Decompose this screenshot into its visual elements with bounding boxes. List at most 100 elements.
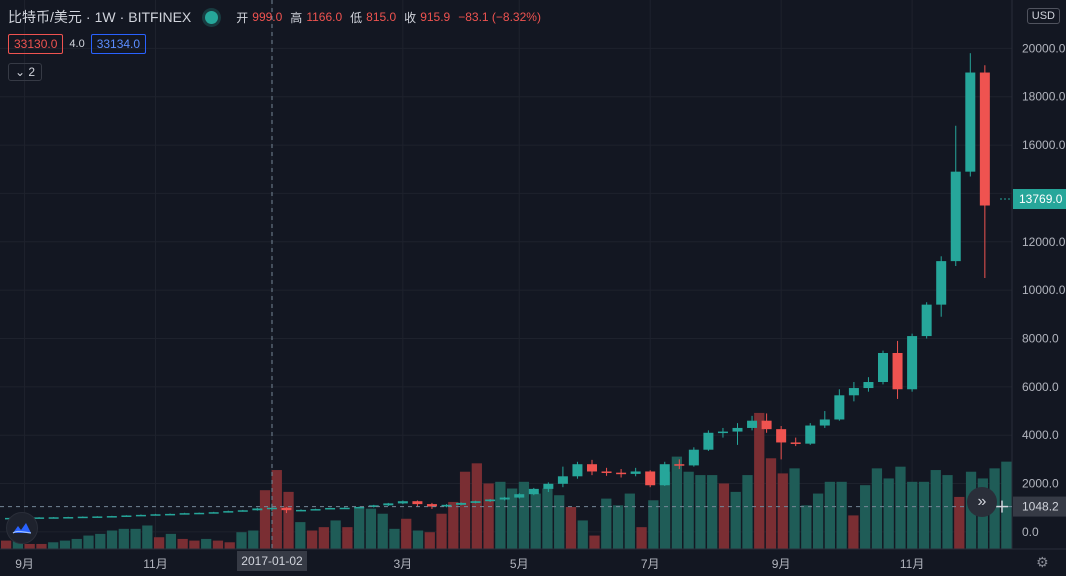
candle-body (485, 499, 496, 502)
volume-bar (659, 471, 671, 549)
candle-body (717, 431, 728, 434)
candle-body (34, 517, 45, 519)
volume-bar (130, 528, 141, 549)
crosshair-date-box (237, 551, 307, 571)
price-tick-label: 4000.0 (1022, 428, 1059, 442)
volume-bar (95, 533, 106, 549)
indicators-toggle[interactable]: ⌄ 2 (8, 63, 43, 81)
volume-bar (942, 475, 953, 549)
candle-body (368, 505, 379, 508)
volume-bar (507, 488, 518, 549)
volume-bar (83, 535, 94, 549)
price-tick-label: 8000.0 (1022, 331, 1059, 345)
volume-bar (318, 527, 329, 549)
volume-bar (271, 470, 282, 549)
volume-bar (565, 507, 577, 549)
volume-bar (354, 508, 365, 549)
candle-body (776, 429, 787, 443)
last-price-label: 13769.0 (1019, 192, 1063, 206)
volume-bar (283, 491, 294, 549)
high-value: 1166.0 (306, 10, 343, 24)
volume-bar (789, 468, 800, 549)
candle-body (819, 419, 830, 426)
volume-bar (530, 493, 541, 549)
volume-bar (718, 483, 730, 549)
volume-bar (765, 458, 777, 549)
volume-bar (1001, 461, 1012, 549)
scroll-to-realtime-button[interactable]: » (967, 487, 997, 517)
buy-button[interactable]: 33134.0 (90, 34, 147, 54)
volume-bar (695, 475, 706, 549)
volume-bar (930, 470, 941, 549)
time-tick-label: 9月 (15, 557, 34, 571)
price-tick-label: 10000.0 (1022, 283, 1066, 297)
volume-bar (412, 530, 424, 549)
volume-bar (106, 530, 118, 549)
symbol-separator: · (85, 9, 91, 25)
sell-button[interactable]: 33130.0 (8, 34, 64, 54)
volume-bar (671, 456, 683, 549)
close-value: 915.9 (420, 10, 451, 24)
candle-body (892, 352, 903, 390)
volume-bar (142, 525, 153, 549)
spread-value: 4.0 (69, 38, 85, 50)
volume-bar (424, 532, 435, 549)
volume-bar (907, 481, 918, 549)
candle-body (601, 471, 612, 473)
candle-body (266, 507, 277, 510)
candle-body (383, 503, 394, 506)
volume-bar (24, 543, 35, 549)
volume-bar (648, 500, 659, 549)
candle-body (92, 516, 103, 518)
volume-bar (589, 535, 600, 549)
candle-body (106, 516, 117, 518)
open-value: 999.0 (252, 10, 283, 24)
chevron-down-icon: ⌄ (15, 65, 26, 79)
candle-body (659, 464, 670, 486)
candle-body (223, 511, 234, 513)
currency-button[interactable]: USD (1026, 8, 1060, 24)
settings-gear-icon[interactable]: ⚙ (1036, 554, 1049, 570)
candle-body (165, 513, 176, 516)
volume-bar (624, 493, 635, 549)
candle-body (834, 395, 845, 420)
candle-body (921, 304, 932, 337)
volume-bar (824, 481, 835, 549)
volume-bar (471, 463, 482, 549)
volume-bar (306, 530, 318, 549)
candle-body (543, 483, 554, 489)
volume-bar (330, 520, 341, 549)
volume-bar (954, 496, 965, 549)
volume-bar (577, 520, 588, 549)
volume-bar (71, 538, 82, 549)
indicators-count: 2 (28, 65, 36, 79)
volume-bar (848, 515, 859, 549)
candle-body (965, 72, 976, 172)
volume-bar (1, 540, 12, 549)
volume-bar (459, 471, 471, 549)
volume-bar (707, 475, 718, 549)
price-tick-label: 16000.0 (1022, 138, 1066, 152)
volume-bar (812, 493, 824, 549)
candle-body (936, 261, 947, 305)
candle-body (499, 497, 510, 500)
volume-bar (165, 533, 177, 549)
volume-bar (754, 412, 765, 549)
volume-bar (542, 488, 553, 549)
candle-body (150, 514, 161, 516)
interval-label[interactable]: 1W (94, 9, 116, 25)
volume-bar (601, 498, 612, 549)
tradingview-logo-icon[interactable] (6, 512, 38, 544)
volume-bar (483, 483, 494, 549)
symbol-name[interactable]: 比特币/美元 (8, 9, 82, 25)
candle-body (48, 517, 59, 519)
market-status-icon[interactable] (205, 10, 219, 24)
candle-body (208, 512, 219, 514)
candle-body (557, 476, 568, 484)
volume-bar (495, 481, 506, 549)
volume-bar (612, 505, 624, 549)
candle-body (456, 502, 467, 505)
price-tick-label: 20000.0 (1022, 41, 1066, 55)
